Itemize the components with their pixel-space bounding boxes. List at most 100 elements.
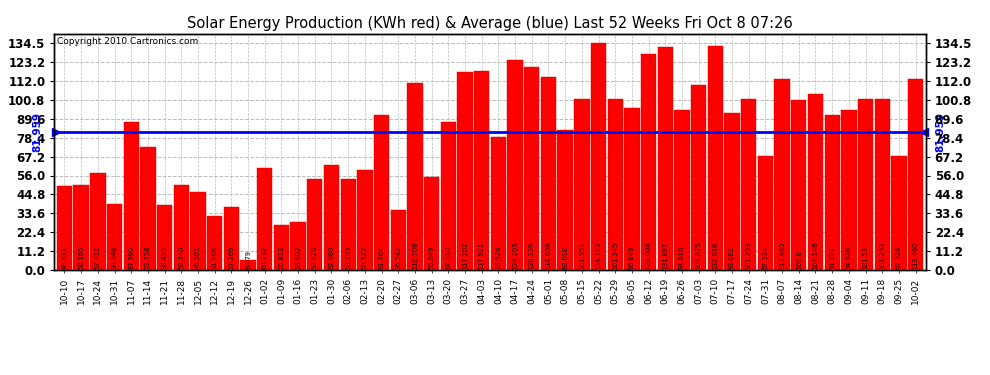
Text: 91.764: 91.764 [378, 246, 384, 270]
Text: 101.551: 101.551 [579, 242, 585, 270]
Text: 62.080: 62.080 [329, 246, 335, 270]
Text: 55.049: 55.049 [429, 246, 435, 270]
Bar [374, 115, 389, 270]
Bar [241, 260, 255, 270]
Text: 101.345: 101.345 [612, 242, 618, 270]
Bar [457, 72, 472, 270]
Bar [557, 130, 573, 270]
Text: 104.146: 104.146 [813, 242, 819, 270]
Text: 72.758: 72.758 [145, 246, 150, 270]
Text: 101.53: 101.53 [862, 246, 868, 270]
Text: 38.846: 38.846 [112, 246, 118, 270]
Text: 81.959: 81.959 [33, 112, 43, 152]
Text: 57.412: 57.412 [95, 246, 101, 270]
Text: 132.616: 132.616 [713, 242, 719, 270]
Bar [424, 177, 440, 270]
Text: 94.616: 94.616 [679, 246, 685, 270]
Title: Solar Energy Production (KWh red) & Average (blue) Last 52 Weeks Fri Oct 8 07:26: Solar Energy Production (KWh red) & Aver… [187, 16, 793, 31]
Bar [56, 186, 72, 270]
Text: 87.910: 87.910 [446, 246, 451, 270]
Text: 114.608: 114.608 [545, 242, 551, 270]
Bar [858, 99, 873, 270]
Text: 28.602: 28.602 [295, 246, 301, 270]
Text: 35.542: 35.542 [395, 246, 401, 270]
Bar [157, 205, 172, 270]
Bar [774, 78, 790, 270]
Text: 67.324: 67.324 [896, 246, 902, 270]
Text: 128.004: 128.004 [645, 242, 651, 270]
Text: 134.713: 134.713 [596, 242, 602, 270]
Bar [441, 122, 456, 270]
Bar [524, 67, 540, 270]
Text: 50.165: 50.165 [78, 246, 84, 270]
Bar [742, 99, 756, 270]
Text: 94.616: 94.616 [845, 246, 851, 270]
Bar [224, 207, 239, 270]
Bar [357, 170, 372, 270]
Text: 26.813: 26.813 [278, 246, 284, 270]
Bar [908, 78, 924, 270]
Bar [591, 43, 606, 270]
Bar [641, 54, 656, 270]
Bar [73, 185, 89, 270]
Text: 31.966: 31.966 [212, 246, 218, 270]
Text: 113.460: 113.460 [779, 242, 785, 270]
Text: 60.732: 60.732 [261, 246, 267, 270]
Bar [173, 185, 189, 270]
Bar [825, 115, 840, 270]
Text: Copyright 2010 Cartronics.com: Copyright 2010 Cartronics.com [57, 37, 198, 46]
Text: 6.079: 6.079 [246, 251, 251, 270]
Bar [791, 100, 807, 270]
Text: 117.202: 117.202 [462, 242, 468, 270]
Text: 120.139: 120.139 [529, 242, 535, 270]
Bar [891, 156, 907, 270]
Bar [90, 173, 106, 270]
Bar [407, 83, 423, 270]
Bar [190, 192, 206, 270]
Bar [691, 85, 706, 270]
Bar [725, 113, 740, 270]
Text: 110.706: 110.706 [412, 242, 418, 270]
Bar [141, 147, 155, 270]
Text: 38.493: 38.493 [161, 246, 167, 270]
Text: 131.897: 131.897 [662, 242, 668, 270]
Bar [307, 179, 323, 270]
Bar [341, 179, 355, 270]
Text: 95.849: 95.849 [629, 246, 635, 270]
Bar [257, 168, 272, 270]
Text: 50.340: 50.340 [178, 246, 184, 270]
Bar [574, 99, 589, 270]
Bar [625, 108, 640, 270]
Text: 78.526: 78.526 [495, 246, 501, 270]
Text: 53.703: 53.703 [346, 246, 351, 270]
Text: 49.811: 49.811 [61, 246, 67, 270]
Text: 124.205: 124.205 [512, 242, 518, 270]
Text: 101.293: 101.293 [879, 242, 885, 270]
Text: 37.269: 37.269 [229, 246, 235, 270]
Bar [674, 110, 690, 270]
Text: 46.501: 46.501 [195, 246, 201, 270]
Bar [508, 60, 523, 270]
Bar [808, 94, 823, 270]
Text: 100.8: 100.8 [796, 251, 802, 270]
Bar [274, 225, 289, 270]
Bar [608, 99, 623, 270]
Bar [491, 138, 506, 270]
Bar [474, 71, 489, 270]
Bar [842, 110, 856, 270]
Bar [391, 210, 406, 270]
Text: 113.460: 113.460 [913, 242, 919, 270]
Bar [874, 99, 890, 270]
Text: 83.018: 83.018 [562, 246, 568, 270]
Bar [541, 76, 556, 270]
Text: 67.324: 67.324 [762, 246, 768, 270]
Text: 93.082: 93.082 [729, 246, 735, 270]
Text: 59.522: 59.522 [362, 246, 368, 270]
Bar [124, 122, 139, 270]
Text: 91.897: 91.897 [830, 246, 836, 270]
Text: 109.875: 109.875 [696, 242, 702, 270]
Bar [207, 216, 223, 270]
Bar [290, 222, 306, 270]
Text: 87.990: 87.990 [129, 246, 135, 270]
Bar [107, 204, 122, 270]
